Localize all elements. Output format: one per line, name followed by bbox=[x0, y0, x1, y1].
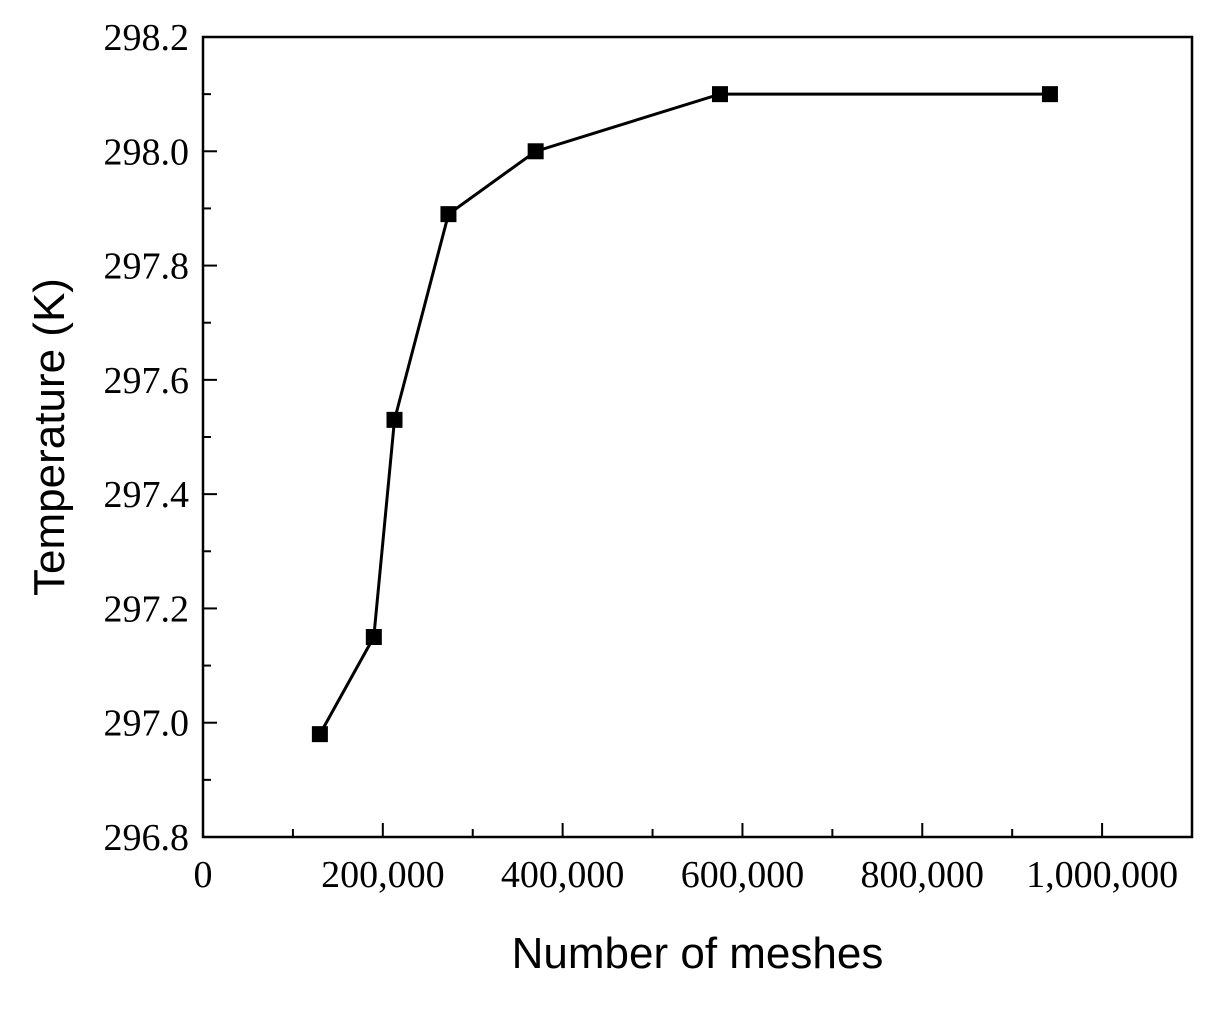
y-tick-label: 297.6 bbox=[104, 360, 190, 402]
y-axis-title: Temperature (K) bbox=[25, 278, 74, 596]
series-line-layer bbox=[318, 92, 1050, 735]
series-line bbox=[318, 92, 1050, 735]
plot-frame bbox=[201, 35, 1194, 839]
y-tick-label: 298.2 bbox=[104, 17, 190, 59]
data-point-marker bbox=[440, 206, 457, 223]
marker-layer bbox=[311, 86, 1058, 743]
data-point-marker bbox=[311, 726, 328, 743]
x-tick-label: 400,000 bbox=[501, 854, 625, 896]
x-axis-title: Number of meshes bbox=[512, 929, 884, 978]
y-tick-label: 296.8 bbox=[104, 817, 190, 859]
ticks-layer bbox=[202, 36, 1193, 838]
data-point-marker bbox=[365, 629, 382, 645]
x-tick-label: 1,000,000 bbox=[1026, 854, 1178, 896]
y-tick-label: 297.2 bbox=[104, 588, 190, 630]
x-tick-label: 800,000 bbox=[861, 854, 985, 896]
data-point-marker bbox=[1041, 86, 1058, 103]
x-tick-label: 200,000 bbox=[321, 854, 445, 896]
x-tick-label: 600,000 bbox=[681, 854, 805, 896]
y-tick-label: 297.4 bbox=[104, 474, 190, 516]
data-point-marker bbox=[527, 143, 544, 160]
y-tick-label: 298.0 bbox=[104, 131, 190, 173]
data-point-marker bbox=[386, 411, 403, 428]
data-point-marker bbox=[711, 86, 728, 103]
y-tick-label: 297.8 bbox=[104, 246, 190, 288]
y-tick-label: 297.0 bbox=[104, 703, 190, 745]
x-tick-label: 0 bbox=[194, 854, 213, 896]
tick-label-layer: 0 200,000 400,000 600,000 800,000 1,000,000 29… bbox=[104, 17, 1179, 896]
